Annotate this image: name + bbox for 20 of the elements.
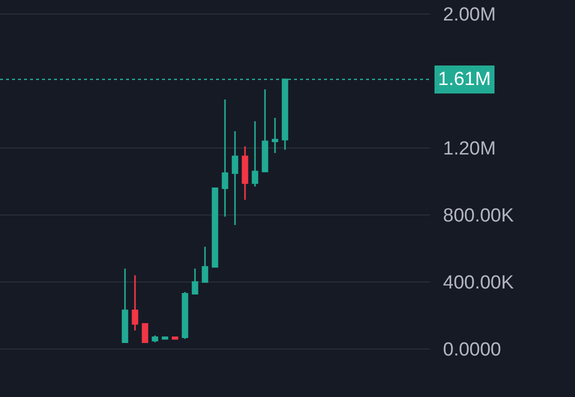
y-tick-label: 800.00K xyxy=(443,206,514,227)
y-tick-label: 2.00M xyxy=(443,4,496,26)
y-tick-label: 1.20M xyxy=(443,138,496,160)
candlestick xyxy=(222,98,228,218)
candlestick xyxy=(272,117,278,154)
candlestick xyxy=(232,130,238,226)
candlestick xyxy=(132,274,138,332)
candlestick xyxy=(252,120,258,188)
candlestick xyxy=(122,268,128,343)
candlestick xyxy=(212,187,218,268)
y-tick-label: 0.0000 xyxy=(443,340,502,361)
candlestick xyxy=(192,268,198,294)
y-tick-label: 400.00K xyxy=(443,272,514,294)
candlestick xyxy=(142,323,148,343)
candlestick xyxy=(242,146,248,201)
candlestick xyxy=(202,246,208,283)
candlestick xyxy=(262,88,268,172)
ref-line-label: 1.61M xyxy=(438,69,491,90)
candlestick xyxy=(152,334,158,343)
candlestick xyxy=(182,291,188,340)
